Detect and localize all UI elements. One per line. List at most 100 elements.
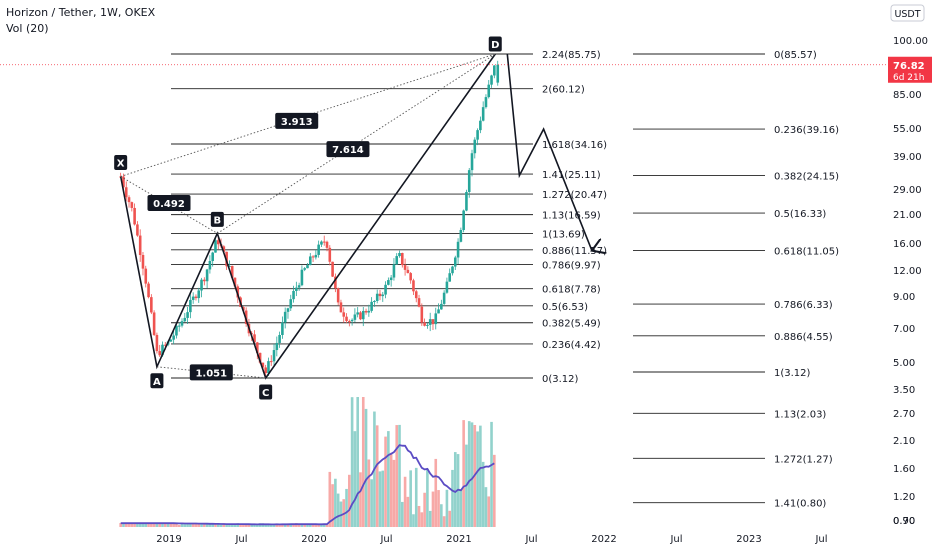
candle-body	[412, 280, 415, 292]
volume-bar	[451, 469, 454, 527]
candle-body	[442, 292, 446, 304]
candle-body	[389, 277, 393, 281]
candle-body	[451, 266, 454, 274]
candle-body	[417, 298, 421, 307]
fib-level-label: 0.786(6.33)	[774, 300, 833, 311]
candle-body	[127, 197, 131, 203]
candle-body	[152, 312, 156, 335]
candle-body	[336, 288, 340, 303]
volume-bar	[336, 493, 340, 527]
candle-body	[325, 241, 329, 248]
candle-body	[194, 296, 198, 299]
time-tick-label: 2019	[156, 534, 181, 545]
volume-bar	[219, 524, 223, 527]
candle-body	[180, 321, 184, 326]
candle-body	[130, 202, 134, 208]
candle-body	[322, 241, 326, 243]
candle-body	[398, 253, 401, 257]
volume-bar	[359, 472, 362, 527]
volume-bar	[272, 524, 276, 527]
candle-body	[295, 287, 298, 291]
volume-bar	[208, 524, 212, 527]
volume-bar	[230, 524, 234, 527]
volume-bar	[267, 524, 270, 527]
volume-bar	[158, 523, 162, 527]
volume-bar	[250, 524, 254, 527]
volume-bar	[228, 524, 231, 527]
candle-body	[328, 247, 332, 262]
fib-level-label: 0.236(39.16)	[774, 125, 839, 136]
candle-body	[303, 268, 307, 270]
time-tick-label: Jul	[234, 534, 247, 545]
volume-bar	[214, 523, 217, 527]
volume-bar	[147, 523, 150, 527]
candle-body	[445, 281, 449, 293]
volume-bar	[150, 523, 153, 527]
candle-body	[490, 75, 493, 85]
volume-bar	[481, 461, 485, 527]
volume-bar	[389, 452, 393, 527]
volume-bar	[440, 504, 443, 527]
price-tick-label: 9.00	[893, 292, 915, 303]
volume-bar	[200, 523, 203, 527]
candle-body	[144, 268, 148, 284]
volume-bar	[189, 523, 192, 527]
volume-bar	[378, 471, 382, 527]
pattern-point-label: B	[214, 215, 222, 226]
volume-bar	[300, 524, 304, 527]
volume-bar	[216, 523, 220, 527]
candle-body	[364, 310, 368, 313]
fib-level-label: 0.382(24.15)	[774, 171, 839, 182]
candle-body	[286, 308, 290, 312]
volume-bar	[278, 524, 281, 527]
volume-bar	[239, 523, 242, 527]
candle-body	[426, 324, 429, 326]
volume-bar	[314, 524, 318, 527]
volume-bar	[292, 523, 295, 527]
candle-body	[275, 342, 279, 351]
candle-body	[401, 253, 404, 266]
fib-level-label: 0(3.12)	[542, 374, 579, 385]
fib-level-label: 0.618(11.05)	[774, 247, 839, 258]
candle-body	[183, 317, 187, 322]
time-tick-label: 2022	[591, 534, 616, 545]
candle-body	[434, 313, 438, 325]
candle-body	[481, 107, 485, 121]
time-axis-bg	[0, 528, 888, 550]
candle-body	[267, 361, 270, 374]
fib-level-label: 0.236(4.42)	[542, 340, 601, 351]
candle-body	[359, 312, 362, 320]
volume-bar	[484, 487, 488, 527]
fib-level-label: 1(3.12)	[774, 368, 811, 379]
candle-body	[147, 283, 150, 298]
volume-bar	[356, 397, 359, 527]
volume-bar	[398, 424, 401, 527]
time-tick-label: 2021	[446, 534, 471, 545]
candle-body	[373, 300, 376, 302]
volume-bar	[334, 478, 337, 527]
candle-body	[473, 139, 477, 154]
volume-bars	[119, 397, 496, 527]
pattern-ratio-label: 3.913	[281, 117, 313, 128]
fib-level-label: 0.382(5.49)	[542, 319, 601, 330]
candle-body	[331, 261, 334, 277]
fib-level-label: 0.786(9.97)	[542, 260, 601, 271]
volume-bar	[423, 492, 426, 527]
volume-bar	[205, 523, 209, 527]
fib-level-label: 1.41(0.80)	[774, 499, 826, 510]
fib-level-label: 0.5(6.53)	[542, 302, 588, 313]
candle-body	[448, 273, 452, 282]
candle-body	[456, 241, 460, 258]
volume-bar	[401, 501, 404, 527]
price-tick-label: 55.00	[893, 124, 922, 135]
candle-body	[353, 314, 357, 320]
price-axis: USDT 100.00 85.00 55.00 39.00 29.00 21.00 16.00…	[888, 0, 932, 550]
volume-bar	[426, 468, 429, 527]
volume-bar	[186, 523, 189, 527]
volume-bar	[169, 523, 173, 527]
volume-bar	[152, 523, 156, 527]
volume-bar	[177, 524, 181, 527]
volume-bar	[406, 496, 410, 527]
